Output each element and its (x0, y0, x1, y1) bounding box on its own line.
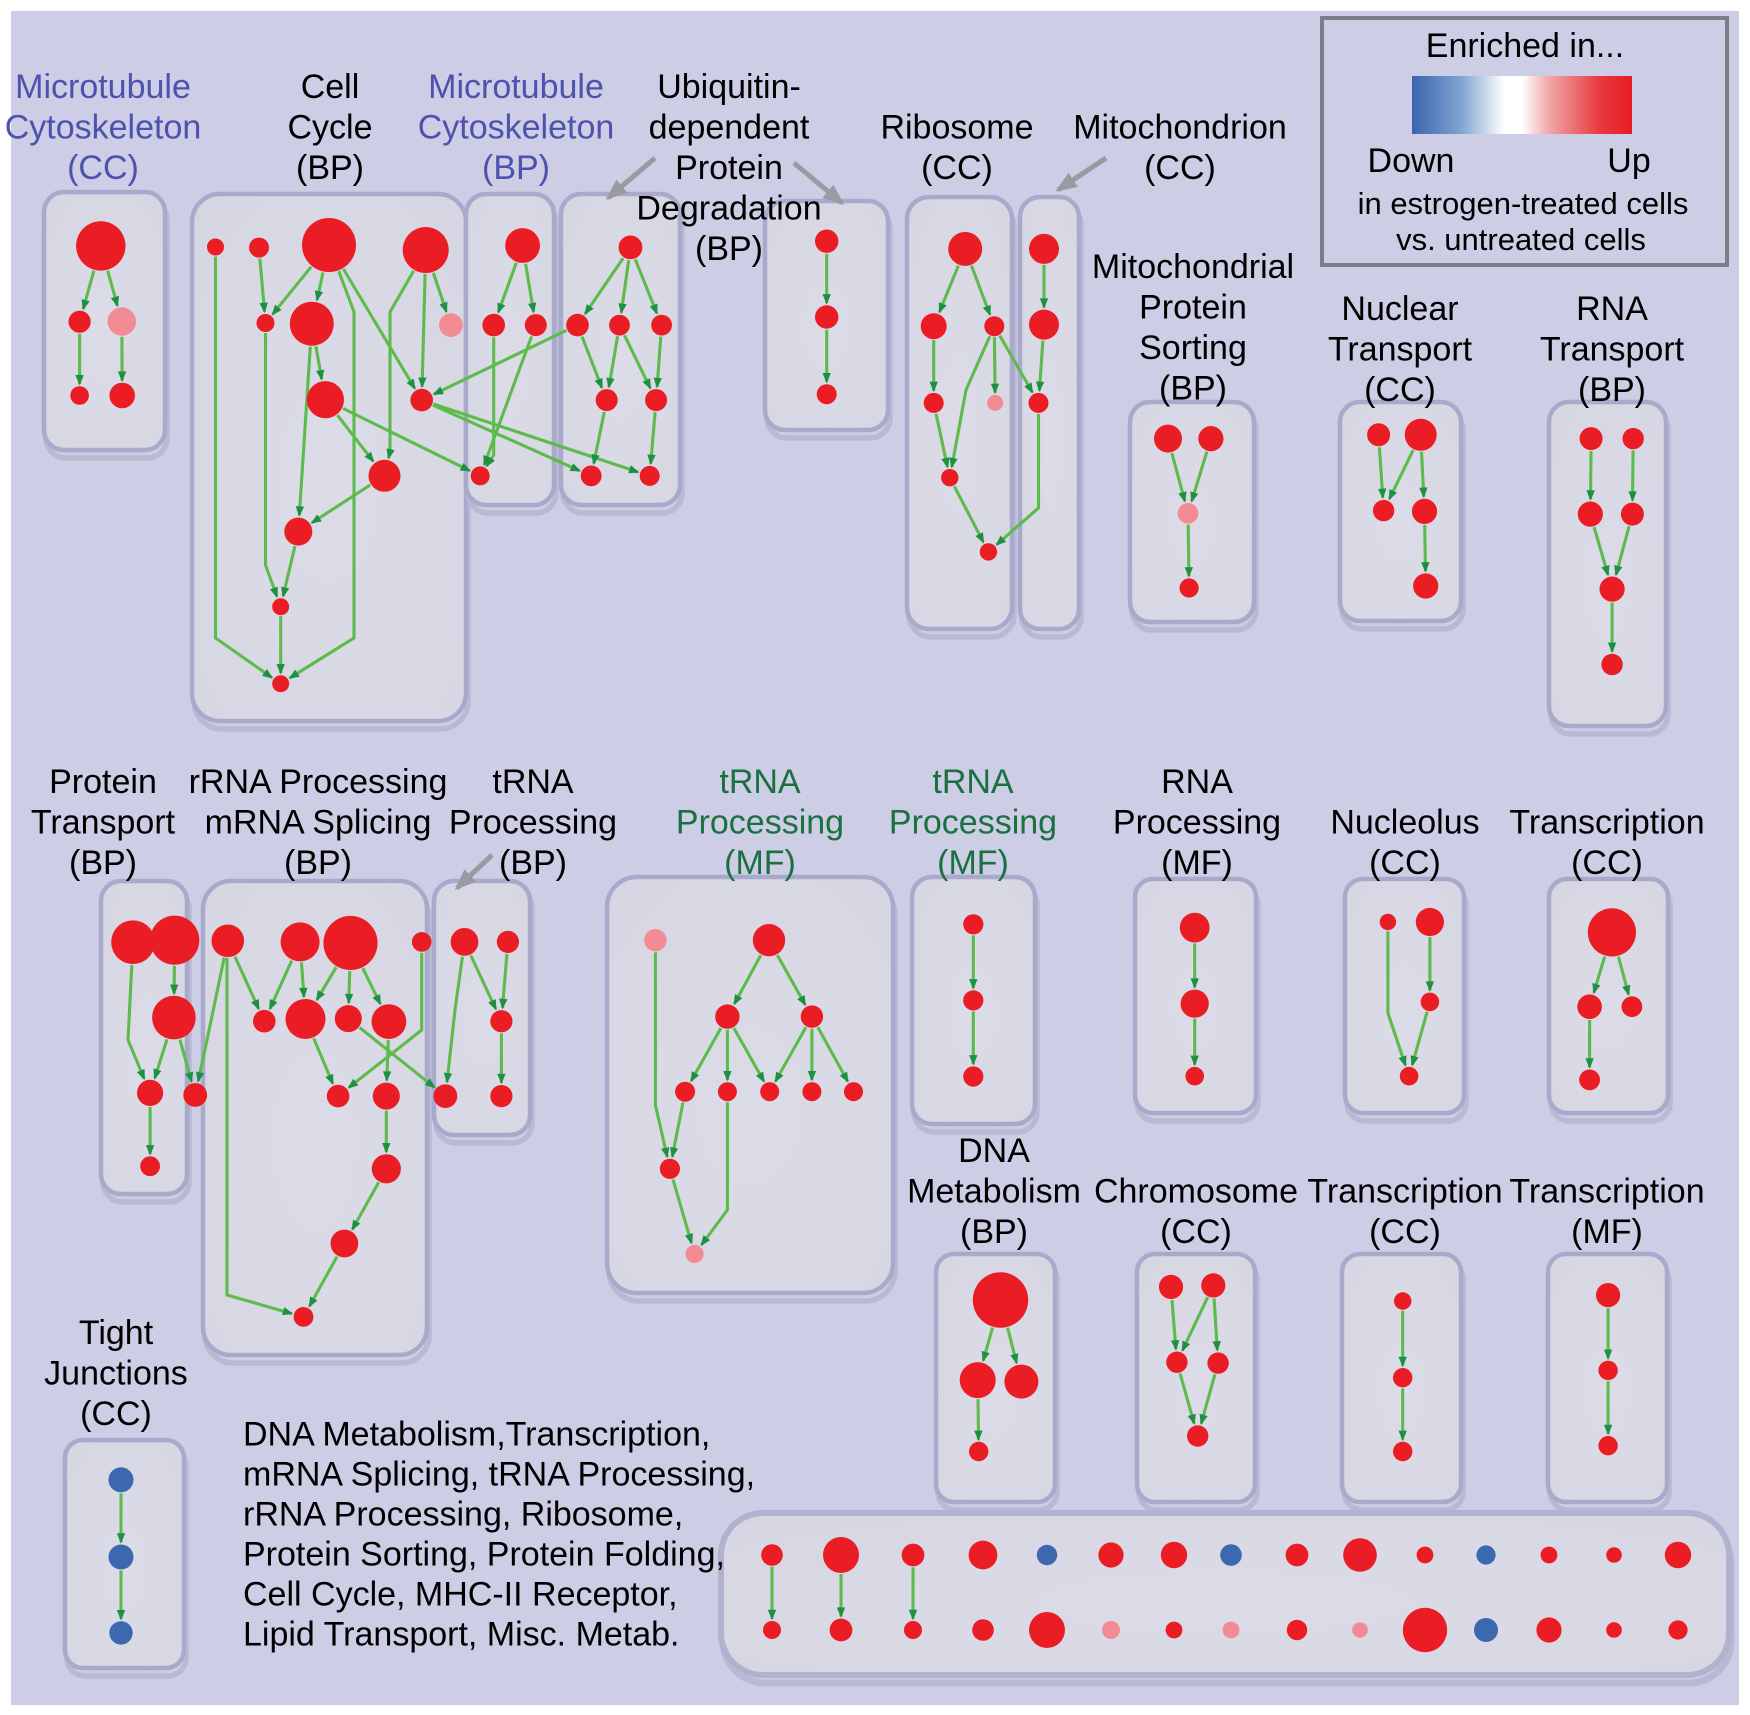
svg-text:Transport: Transport (31, 804, 176, 842)
svg-text:Cytoskeleton: Cytoskeleton (5, 109, 202, 147)
svg-text:mRNA Splicing: mRNA Splicing (205, 804, 432, 842)
svg-text:(CC): (CC) (1571, 844, 1643, 882)
svg-text:(MF): (MF) (937, 844, 1009, 882)
svg-text:Tight: Tight (79, 1314, 154, 1352)
svg-text:(CC): (CC) (1364, 371, 1436, 409)
svg-text:Cycle: Cycle (287, 109, 372, 147)
svg-text:(BP): (BP) (284, 844, 352, 882)
svg-text:RNA: RNA (1576, 290, 1648, 328)
svg-text:(BP): (BP) (695, 230, 763, 268)
svg-text:Transcription: Transcription (1509, 804, 1704, 842)
svg-text:Processing: Processing (889, 804, 1057, 842)
svg-text:Lipid Transport, Misc. Metab.: Lipid Transport, Misc. Metab. (243, 1616, 680, 1654)
svg-text:(BP): (BP) (960, 1213, 1028, 1251)
svg-text:Mitochondrion: Mitochondrion (1073, 109, 1287, 147)
svg-text:Protein Sorting, Protein Foldi: Protein Sorting, Protein Folding, (243, 1536, 725, 1574)
svg-text:(CC): (CC) (80, 1395, 152, 1433)
svg-text:DNA: DNA (958, 1132, 1030, 1170)
svg-text:Transcription: Transcription (1509, 1173, 1704, 1211)
svg-text:Degradation: Degradation (636, 190, 821, 228)
svg-text:Down: Down (1368, 142, 1455, 180)
svg-text:(MF): (MF) (1571, 1213, 1643, 1251)
svg-text:Cytoskeleton: Cytoskeleton (418, 109, 615, 147)
svg-text:(BP): (BP) (1578, 371, 1646, 409)
svg-text:mRNA Splicing, tRNA Processing: mRNA Splicing, tRNA Processing, (243, 1456, 755, 1494)
svg-text:Processing: Processing (449, 804, 617, 842)
svg-text:Ubiquitin-: Ubiquitin- (657, 68, 801, 106)
svg-text:Mitochondrial: Mitochondrial (1092, 248, 1294, 286)
svg-text:Sorting: Sorting (1139, 329, 1247, 367)
svg-text:(BP): (BP) (482, 149, 550, 187)
svg-text:Protein: Protein (675, 149, 783, 187)
svg-text:Protein: Protein (1139, 289, 1247, 327)
svg-text:Junctions: Junctions (44, 1355, 188, 1393)
svg-text:Protein: Protein (49, 763, 157, 801)
svg-text:Cell: Cell (301, 68, 360, 106)
svg-text:(BP): (BP) (499, 844, 567, 882)
svg-text:(BP): (BP) (296, 149, 364, 187)
svg-text:Up: Up (1607, 142, 1650, 180)
svg-text:Processing: Processing (676, 804, 844, 842)
svg-text:Chromosome: Chromosome (1094, 1173, 1298, 1211)
svg-text:tRNA: tRNA (932, 763, 1014, 801)
svg-text:Nuclear: Nuclear (1341, 290, 1458, 328)
svg-text:(CC): (CC) (1144, 149, 1216, 187)
svg-text:(BP): (BP) (69, 844, 137, 882)
svg-text:tRNA: tRNA (492, 763, 574, 801)
svg-text:Microtubule: Microtubule (428, 68, 604, 106)
svg-text:(CC): (CC) (1369, 1213, 1441, 1251)
svg-text:(MF): (MF) (724, 844, 796, 882)
svg-text:rRNA Processing: rRNA Processing (189, 763, 448, 801)
svg-text:rRNA Processing, Ribosome,: rRNA Processing, Ribosome, (243, 1496, 683, 1534)
svg-text:(BP): (BP) (1159, 370, 1227, 408)
svg-text:vs. untreated cells: vs. untreated cells (1396, 222, 1646, 257)
svg-text:Transcription: Transcription (1307, 1173, 1502, 1211)
svg-text:Processing: Processing (1113, 804, 1281, 842)
svg-text:RNA: RNA (1161, 763, 1233, 801)
svg-text:tRNA: tRNA (719, 763, 801, 801)
svg-text:Cell Cycle, MHC-II Receptor,: Cell Cycle, MHC-II Receptor, (243, 1576, 678, 1614)
svg-text:dependent: dependent (649, 109, 810, 147)
svg-text:DNA Metabolism,Transcription,: DNA Metabolism,Transcription, (243, 1416, 710, 1454)
svg-text:in estrogen-treated cells: in estrogen-treated cells (1358, 186, 1689, 221)
svg-text:Enriched in...: Enriched in... (1426, 27, 1624, 65)
svg-text:Nucleolus: Nucleolus (1330, 804, 1479, 842)
svg-text:Metabolism: Metabolism (907, 1173, 1081, 1211)
svg-text:(CC): (CC) (67, 149, 139, 187)
svg-text:(CC): (CC) (1369, 844, 1441, 882)
svg-text:Ribosome: Ribosome (880, 109, 1033, 147)
svg-text:(CC): (CC) (921, 149, 993, 187)
svg-text:Transport: Transport (1328, 331, 1473, 369)
svg-text:(CC): (CC) (1160, 1213, 1232, 1251)
svg-text:Microtubule: Microtubule (15, 68, 191, 106)
svg-text:Transport: Transport (1540, 331, 1685, 369)
svg-text:(MF): (MF) (1161, 844, 1233, 882)
